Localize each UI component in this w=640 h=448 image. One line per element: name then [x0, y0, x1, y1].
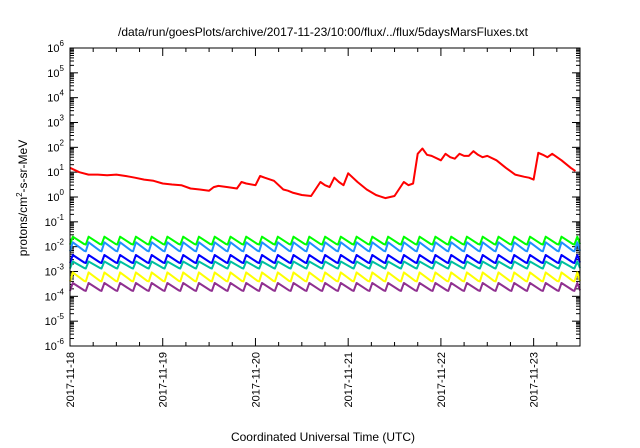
- x-tick-label: 2017-11-18: [65, 352, 77, 407]
- y-tick-label: 102: [47, 138, 64, 154]
- plot-frame: [69, 47, 581, 347]
- x-tick-label: 2017-11-21: [343, 352, 355, 407]
- y-tick-label: 104: [47, 89, 64, 105]
- y-tick-label: 10-3: [45, 263, 65, 279]
- y-axis-title: protons/cm2-s-sr-MeV: [15, 140, 30, 256]
- y-tick-label: 106: [47, 39, 64, 55]
- x-tick-label: 2017-11-19: [158, 352, 170, 407]
- x-tick-label: 2017-11-23: [529, 352, 541, 407]
- svg-text:protons/cm2-s-sr-MeV: protons/cm2-s-sr-MeV: [15, 140, 30, 256]
- y-tick-label: 101: [47, 163, 64, 179]
- x-axis-title: Coordinated Universal Time (UTC): [231, 430, 415, 444]
- x-tick-label: 2017-11-22: [436, 352, 448, 407]
- x-ticks: 2017-11-18 2017-11-19 2017-11-20 2017-11-21…: [65, 48, 558, 407]
- series-line-4: [69, 260, 581, 270]
- series-layer: [69, 147, 581, 292]
- series-line-2: [69, 241, 581, 253]
- chart-title: /data/run/goesPlots/archive/2017-11-23/1…: [118, 25, 529, 39]
- y-tick-label: 100: [47, 188, 64, 204]
- y-tick-label: 10-5: [45, 312, 65, 328]
- series-line-1: [69, 235, 581, 246]
- y-tick-label: 10-6: [45, 337, 65, 353]
- series-line-3: [69, 254, 581, 264]
- series-line-5: [69, 271, 581, 283]
- x-tick-label: 2017-11-20: [250, 352, 262, 407]
- y-tick-label: 105: [47, 64, 64, 80]
- series-line-6: [69, 282, 581, 292]
- y-tick-label: 10-4: [45, 287, 65, 303]
- y-tick-label: 10-2: [45, 238, 65, 254]
- y-tick-label: 10-1: [45, 213, 65, 229]
- series-line-0: [69, 147, 576, 200]
- y-tick-label: 103: [47, 114, 64, 130]
- y-ticks: 10-6 10-5 10-4 10-3 10-2 10-1 100 101 102 103 104 1…: [45, 39, 580, 353]
